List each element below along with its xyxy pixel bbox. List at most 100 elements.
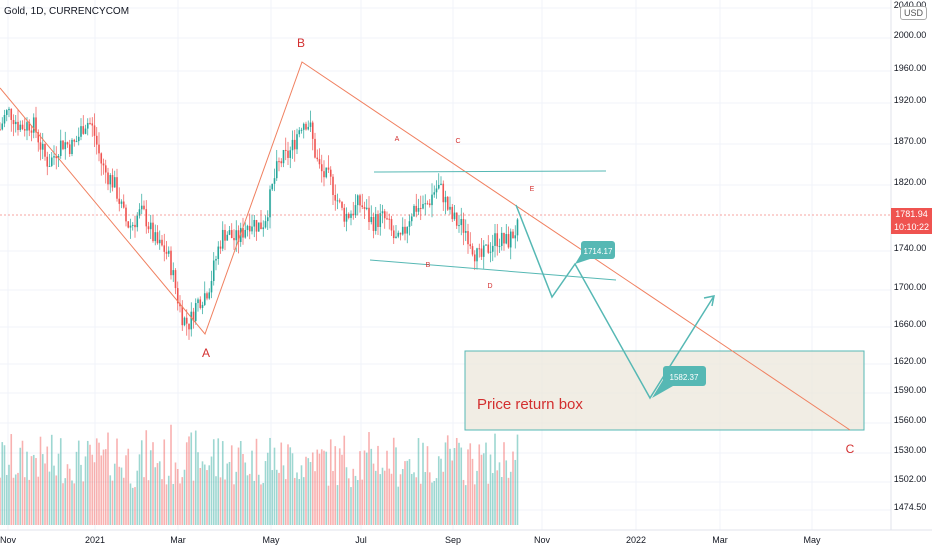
candle-body <box>156 232 159 244</box>
volume-bar <box>264 461 267 525</box>
volume-bar <box>224 479 226 525</box>
candle-body <box>503 232 505 244</box>
candle-body <box>275 161 278 179</box>
price-axis[interactable]: 2040.00 2000.00 1960.00 1920.00 1870.00 … <box>890 0 932 530</box>
candle-body <box>14 121 17 125</box>
candle-body <box>23 129 26 131</box>
volume-bar <box>505 460 508 525</box>
volume-bar <box>300 465 303 525</box>
symbol-title[interactable]: Gold, 1D, CURRENCYCOM <box>4 6 130 17</box>
volume-bar <box>485 442 487 525</box>
callout-box-2[interactable] <box>663 366 706 386</box>
candle-body <box>80 126 82 137</box>
volume-bars <box>0 424 519 525</box>
candle-body <box>404 226 406 234</box>
volume-bar <box>509 471 512 525</box>
candle-body <box>426 203 429 205</box>
candle-body <box>122 201 125 208</box>
currency-badge[interactable]: USD <box>900 6 928 20</box>
volume-bar <box>183 469 186 525</box>
volume-bar <box>131 487 134 525</box>
candle-body <box>496 233 499 247</box>
candle-body <box>325 167 328 178</box>
candle-body <box>489 251 492 253</box>
triangle-lower-line[interactable] <box>369 259 617 281</box>
volume-bar <box>129 483 132 525</box>
price-tick: 2040.00 <box>894 0 927 10</box>
volume-bar <box>442 471 445 525</box>
candle-body <box>350 213 352 218</box>
wave-line[interactable] <box>0 61 851 431</box>
time-axis[interactable]: Nov 2021 Mar May Jul Sep Nov 2022 Mar Ma… <box>0 529 932 550</box>
candle-body <box>372 216 375 231</box>
volume-bar <box>134 487 136 525</box>
candle-body <box>469 244 472 247</box>
candle-body <box>462 219 465 233</box>
wave-label-d-minor: D <box>487 283 492 290</box>
wave-label-b-major: B <box>297 36 305 50</box>
candle-body <box>237 230 240 243</box>
candle-body <box>257 222 260 232</box>
time-tick: May <box>803 535 821 545</box>
volume-bar <box>68 468 71 525</box>
volume-bar <box>359 451 361 525</box>
candle-body <box>212 260 215 282</box>
volume-bar <box>383 470 386 525</box>
volume-bar <box>32 454 35 525</box>
volume-bar <box>512 451 514 525</box>
volume-bar <box>289 447 292 525</box>
volume-bar <box>345 467 348 525</box>
candle-body <box>66 142 69 145</box>
arrow-head-up <box>703 295 715 307</box>
candle-body <box>228 230 231 235</box>
candlestick-series <box>0 106 519 340</box>
volume-bar <box>14 474 17 525</box>
volume-bar <box>190 432 193 525</box>
candle-body <box>327 167 330 170</box>
volume-bar <box>498 462 501 525</box>
volume-bar <box>487 483 490 525</box>
volume-bar <box>165 484 168 525</box>
candle-body <box>449 206 451 210</box>
candle-body <box>318 159 321 165</box>
volume-bar <box>91 454 94 525</box>
candle-body <box>415 205 418 212</box>
candle-body <box>95 135 98 145</box>
volume-bar <box>89 444 91 525</box>
volume-bar <box>19 447 22 525</box>
volume-bar <box>82 481 85 525</box>
volume-bar <box>332 471 334 525</box>
triangle-upper-line[interactable] <box>373 170 607 173</box>
price-tick: 1502.00 <box>894 474 927 484</box>
volume-bar <box>444 442 447 525</box>
candle-body <box>309 122 312 127</box>
volume-bar <box>415 477 418 525</box>
callout-box-1[interactable] <box>581 241 615 259</box>
candle-body <box>145 209 148 227</box>
volume-bar <box>284 479 287 525</box>
volume-bar <box>287 444 289 525</box>
volume-bar <box>44 463 46 525</box>
volume-bar <box>350 487 352 525</box>
volume-bar <box>77 440 80 525</box>
volume-bar <box>10 434 13 525</box>
candle-body <box>219 246 222 249</box>
volume-bar <box>0 477 1 525</box>
volume-bar <box>71 480 73 525</box>
time-tick: 2021 <box>85 535 105 545</box>
candle-body <box>320 164 323 172</box>
candle-body <box>332 176 334 196</box>
volume-bar <box>188 436 190 525</box>
volume-bar <box>352 468 355 525</box>
candle-body <box>111 175 114 188</box>
volume-bar <box>140 440 143 525</box>
volume-bar <box>271 470 274 525</box>
candle-body <box>206 293 208 299</box>
wave-label-b-minor: B <box>426 262 431 269</box>
volume-bar <box>84 456 87 525</box>
candle-body <box>203 293 206 305</box>
candle-body <box>471 246 474 255</box>
volume-bar <box>356 480 359 525</box>
volume-bar <box>179 483 181 525</box>
